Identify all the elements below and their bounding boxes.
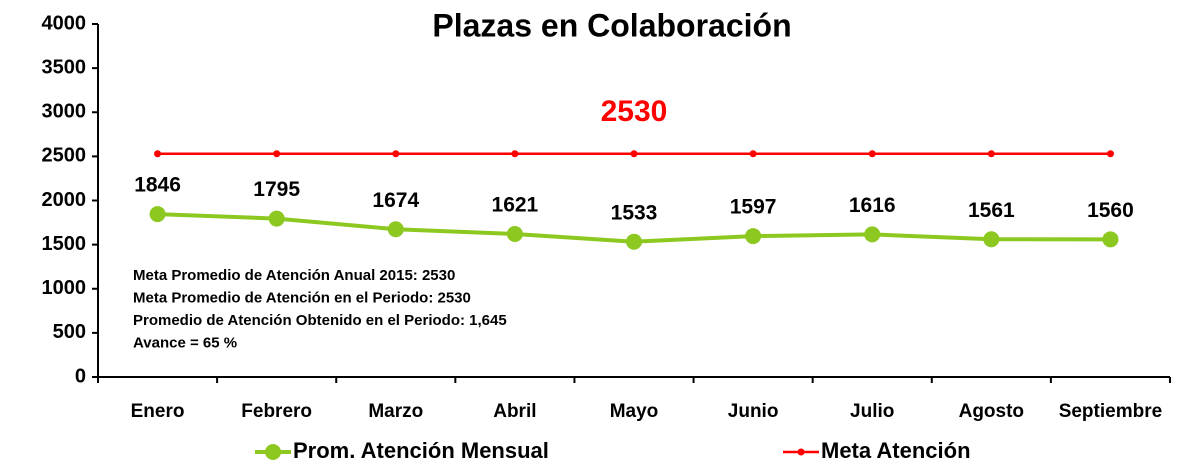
point [1102,231,1119,248]
chart-title: Plazas en Colaboración [432,7,791,43]
data-label: 1846 [134,174,181,197]
point [511,150,519,158]
y-tick-label: 0 [75,365,86,387]
point [983,231,1000,248]
y-tick-label: 1500 [42,233,87,255]
legend-marker [797,448,805,456]
note: Promedio de Atención Obtenido en el Peri… [133,312,507,329]
y-tick-label: 3500 [42,56,87,78]
point [506,225,523,242]
note: Avance = 65 % [133,334,237,351]
note: Meta Promedio de Atención Anual 2015: 25… [133,267,455,284]
point [987,150,995,158]
data-label: 1561 [968,199,1015,222]
goal-label: 2530 [601,95,668,128]
y-tick-label: 3000 [42,101,87,123]
point [154,150,162,158]
point [387,221,404,238]
data-label: 1533 [611,201,658,224]
x-tick-label: Septiembre [1059,401,1162,422]
point [268,210,285,227]
point [392,150,400,158]
data-label: 1795 [253,178,300,201]
data-label: 1560 [1087,199,1134,222]
x-tick-label: Julio [850,401,894,422]
y-tick-label: 4000 [42,12,87,34]
point [749,150,757,158]
x-tick-label: Marzo [368,401,423,422]
point [868,150,876,158]
x-tick-label: Agosto [959,401,1024,422]
point [273,150,281,158]
data-label: 1674 [372,189,419,212]
y-tick-label: 2000 [42,189,87,211]
x-tick-label: Abril [493,401,536,422]
y-tick-label: 2500 [42,145,87,167]
x-tick-label: Mayo [610,401,659,422]
point [1106,150,1114,158]
y-tick-label: 500 [53,321,86,343]
data-label: 1597 [730,196,777,219]
point [626,233,642,250]
note: Meta Promedio de Atención en el Periodo:… [133,289,471,306]
x-tick-label: Febrero [241,401,312,422]
x-tick-label: Enero [131,401,185,422]
point [745,228,762,245]
legend-label: Meta Atención [821,438,971,463]
point [149,206,166,223]
data-label: 1621 [492,193,539,216]
data-label: 1616 [849,194,896,217]
point [630,150,638,158]
y-tick-label: 1000 [42,277,87,299]
point [864,226,881,243]
legend-marker [265,444,281,460]
x-tick-label: Junio [728,401,779,422]
legend-label: Prom. Atención Mensual [293,438,549,463]
